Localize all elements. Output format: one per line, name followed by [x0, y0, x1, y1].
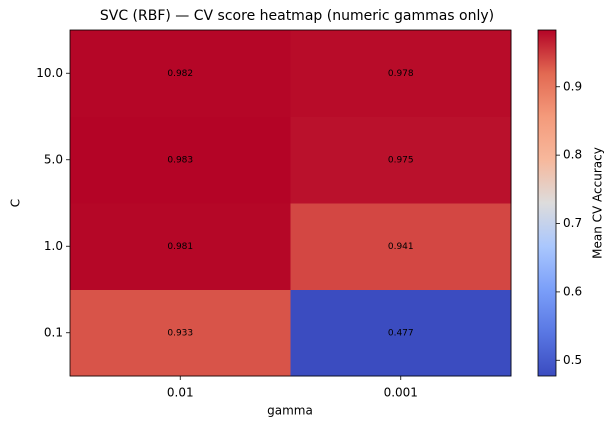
y-tick-label: 0.1 [44, 325, 63, 339]
colorbar-tick-label: 0.6 [563, 284, 582, 298]
heatmap-cell [70, 289, 291, 377]
heatmap-cell [70, 116, 291, 204]
y-tick-label: 10.0 [36, 66, 63, 80]
x-tick-label: 0.001 [384, 386, 418, 400]
x-tick-label: 0.01 [167, 386, 194, 400]
heatmap-cell [70, 30, 291, 117]
heatmap-cell [290, 203, 512, 290]
cell-label: 0.477 [388, 328, 414, 338]
cell-label: 0.975 [388, 155, 414, 165]
cell-label: 0.983 [167, 155, 193, 165]
cell-label: 0.982 [167, 69, 193, 79]
y-axis-label: C [9, 199, 23, 207]
cell-label: 0.978 [388, 69, 414, 79]
heatmap-cell [290, 116, 512, 204]
colorbar [537, 29, 557, 377]
plot-frame [69, 29, 512, 377]
colorbar-tick-label: 0.5 [563, 353, 582, 367]
heatmap-cell [290, 289, 512, 377]
colorbar-tick-label: 0.9 [563, 79, 582, 93]
y-tick-label: 5.0 [44, 152, 63, 166]
cell-label: 0.981 [167, 242, 193, 252]
heatmap-cell [290, 30, 512, 117]
chart-title: SVC (RBF) — CV score heatmap (numeric ga… [100, 8, 494, 24]
y-tick-label: 1.0 [44, 239, 63, 253]
cell-label: 0.941 [388, 242, 414, 252]
x-axis-label: gamma [267, 404, 313, 418]
heatmap-cell [70, 203, 291, 290]
colorbar-tick-label: 0.7 [563, 216, 582, 230]
cell-label: 0.933 [167, 328, 193, 338]
colorbar-label: Mean CV Accuracy [591, 147, 605, 259]
colorbar-tick-label: 0.8 [563, 148, 582, 162]
